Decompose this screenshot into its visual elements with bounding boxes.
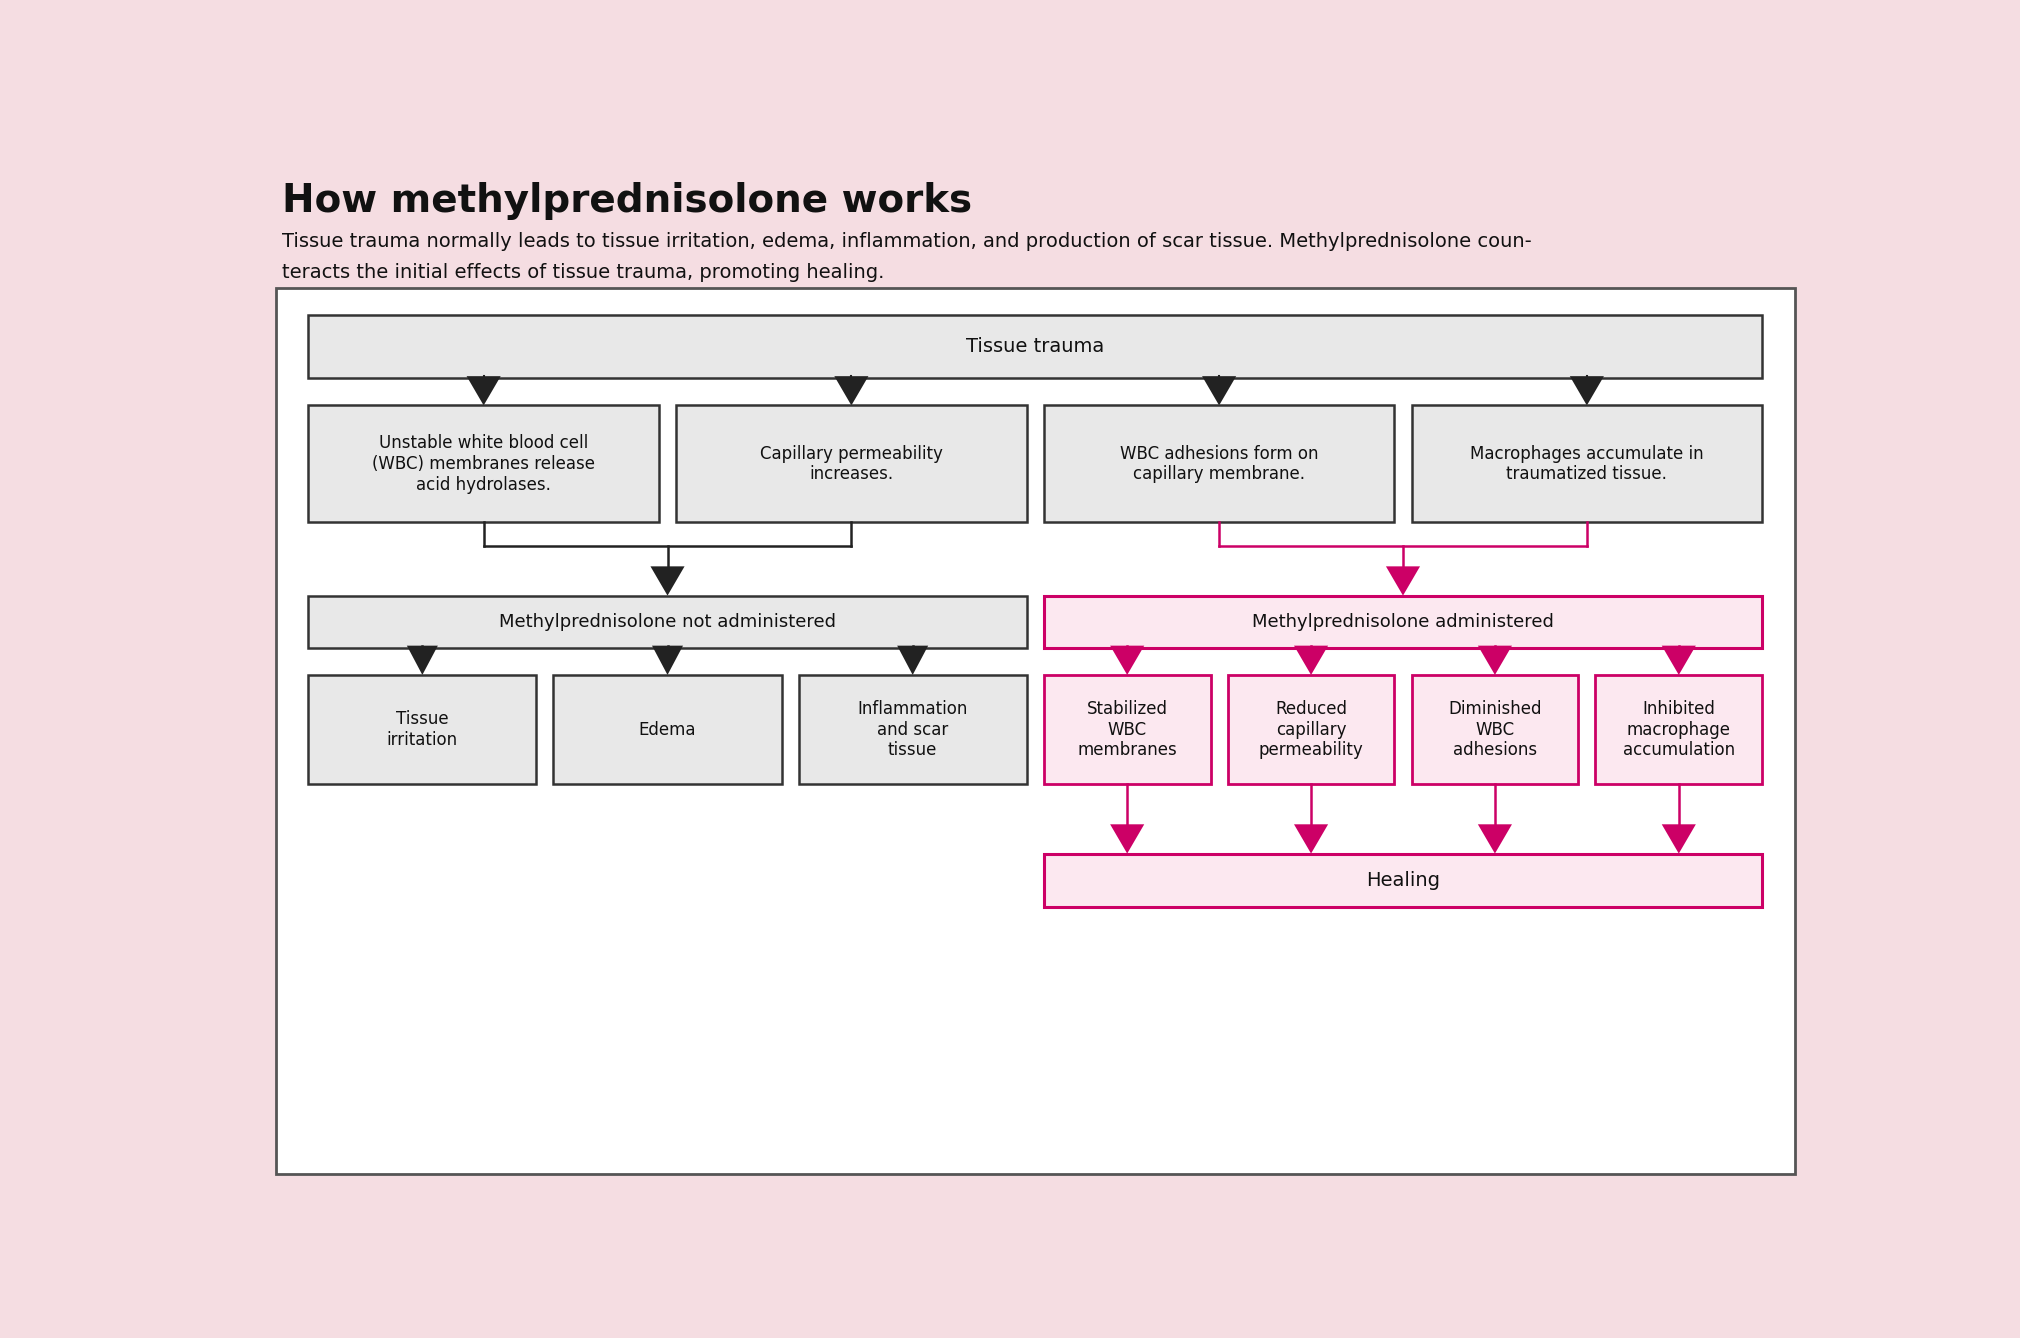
Text: Unstable white blood cell
(WBC) membranes release
acid hydrolases.: Unstable white blood cell (WBC) membrane…: [372, 434, 596, 494]
FancyBboxPatch shape: [798, 674, 1026, 784]
FancyBboxPatch shape: [309, 595, 1026, 648]
Text: Methylprednisolone administered: Methylprednisolone administered: [1252, 613, 1553, 630]
FancyBboxPatch shape: [309, 405, 659, 522]
Polygon shape: [1662, 646, 1697, 674]
Polygon shape: [834, 376, 869, 405]
Polygon shape: [1111, 824, 1143, 854]
FancyBboxPatch shape: [277, 289, 1794, 1173]
Polygon shape: [897, 646, 927, 674]
Text: WBC adhesions form on
capillary membrane.: WBC adhesions form on capillary membrane…: [1119, 444, 1319, 483]
FancyBboxPatch shape: [1412, 674, 1578, 784]
Text: Inhibited
macrophage
accumulation: Inhibited macrophage accumulation: [1622, 700, 1735, 760]
Text: Macrophages accumulate in
traumatized tissue.: Macrophages accumulate in traumatized ti…: [1471, 444, 1703, 483]
Text: teracts the initial effects of tissue trauma, promoting healing.: teracts the initial effects of tissue tr…: [283, 264, 885, 282]
Polygon shape: [1386, 566, 1420, 595]
Text: Tissue
irritation: Tissue irritation: [386, 710, 459, 749]
Polygon shape: [406, 646, 438, 674]
Polygon shape: [1202, 376, 1236, 405]
Text: Inflammation
and scar
tissue: Inflammation and scar tissue: [856, 700, 968, 760]
FancyBboxPatch shape: [1228, 674, 1394, 784]
Polygon shape: [467, 376, 501, 405]
Text: Stabilized
WBC
membranes: Stabilized WBC membranes: [1077, 700, 1178, 760]
FancyBboxPatch shape: [1044, 595, 1761, 648]
FancyBboxPatch shape: [1412, 405, 1761, 522]
FancyBboxPatch shape: [677, 405, 1026, 522]
FancyBboxPatch shape: [309, 674, 537, 784]
Text: Tissue trauma normally leads to tissue irritation, edema, inflammation, and prod: Tissue trauma normally leads to tissue i…: [283, 233, 1531, 252]
Polygon shape: [1111, 646, 1143, 674]
FancyBboxPatch shape: [1044, 854, 1761, 907]
Text: Reduced
capillary
permeability: Reduced capillary permeability: [1258, 700, 1364, 760]
Polygon shape: [650, 566, 685, 595]
Polygon shape: [1479, 824, 1513, 854]
Text: Diminished
WBC
adhesions: Diminished WBC adhesions: [1448, 700, 1541, 760]
Text: Tissue trauma: Tissue trauma: [966, 337, 1105, 356]
Polygon shape: [1570, 376, 1604, 405]
Text: How methylprednisolone works: How methylprednisolone works: [283, 182, 972, 221]
Text: Methylprednisolone not administered: Methylprednisolone not administered: [499, 613, 836, 630]
FancyBboxPatch shape: [1596, 674, 1761, 784]
Polygon shape: [1662, 824, 1697, 854]
Text: Healing: Healing: [1366, 871, 1440, 890]
Polygon shape: [652, 646, 683, 674]
FancyBboxPatch shape: [309, 316, 1761, 379]
Polygon shape: [1295, 646, 1327, 674]
Text: Capillary permeability
increases.: Capillary permeability increases.: [760, 444, 943, 483]
FancyBboxPatch shape: [1044, 405, 1394, 522]
Polygon shape: [1479, 646, 1513, 674]
Text: Edema: Edema: [638, 721, 697, 739]
FancyBboxPatch shape: [553, 674, 782, 784]
FancyBboxPatch shape: [1044, 674, 1210, 784]
Polygon shape: [1295, 824, 1327, 854]
